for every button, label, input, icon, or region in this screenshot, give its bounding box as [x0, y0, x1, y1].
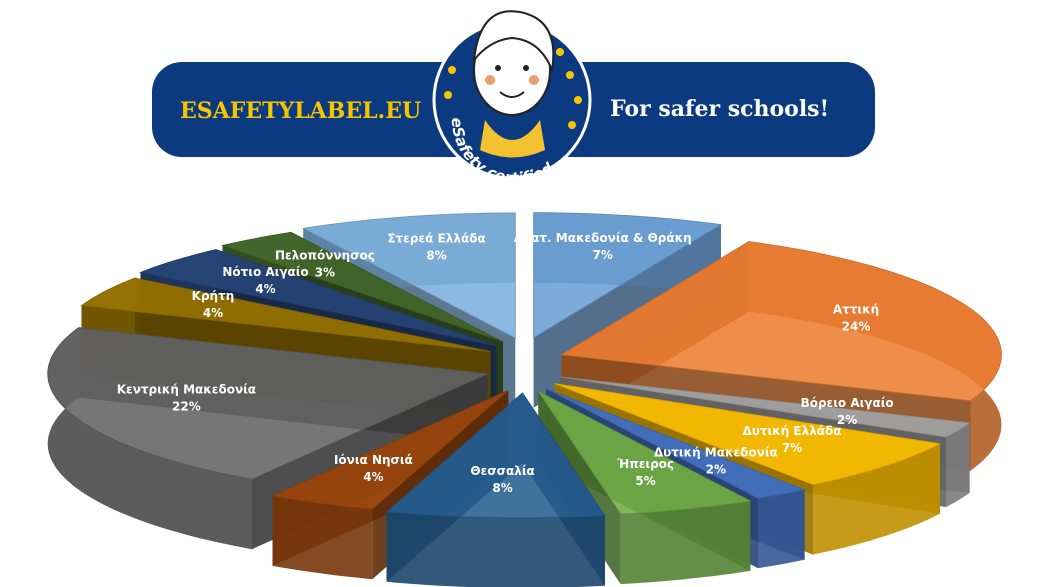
slice — [47, 327, 490, 550]
slice-top — [545, 388, 807, 499]
slice-value-label: 24% — [842, 320, 871, 334]
badge-shirt — [480, 120, 545, 158]
slice-value-label: 2% — [837, 413, 857, 427]
slice-value-label: 4% — [363, 470, 383, 484]
slice-label: Ανατ. Μακεδονία & Θράκη — [514, 231, 692, 245]
slice-top — [533, 212, 723, 339]
slice-label: Στερεά Ελλάδα — [387, 232, 485, 246]
slice-value-label: 4% — [255, 282, 275, 296]
slice-top — [302, 212, 516, 339]
slice-top — [271, 389, 509, 510]
slice-label: Αττική — [833, 303, 879, 317]
slice-top — [537, 390, 752, 515]
pie-chart: Ανατ. Μακεδονία & Θράκη 7% Αττική 24% Βόρειο… — [47, 212, 1002, 587]
slice-label: Ιόνια Νησιά — [334, 453, 413, 467]
slice-value-label: 2% — [706, 463, 726, 477]
slice-label: Δυτική Ελλάδα — [742, 424, 841, 438]
slice-top — [221, 231, 504, 343]
slice-top — [560, 241, 1002, 402]
slice-top — [47, 327, 490, 480]
slice-wall — [758, 489, 805, 569]
slice-value-label: 7% — [593, 248, 613, 262]
site-name: ESAFETYLABEL.EU — [180, 98, 421, 124]
slice-top — [554, 383, 942, 486]
slice-value-label: 8% — [492, 481, 512, 495]
slice-value-label: 22% — [172, 400, 201, 414]
slice-wall — [47, 327, 253, 550]
slice-label: Δυτική Μακεδονία — [654, 446, 778, 460]
slice-value-label: 7% — [782, 441, 802, 455]
tagline: For safer schools! — [610, 96, 829, 122]
slice-value-label: 8% — [426, 249, 446, 263]
slice-top — [80, 277, 491, 352]
slice — [385, 392, 606, 587]
slice-wall — [620, 500, 751, 585]
slice-value-label: 3% — [315, 265, 335, 279]
slice-label: Κρήτη — [192, 289, 235, 303]
slice-label: Νότιο Αιγαίο — [222, 265, 308, 279]
slice-value-label: 4% — [203, 306, 223, 320]
banner: ESAFETYLABEL.EU For safer schools! eSafe… — [152, 10, 875, 187]
slice-label: Βόρειο Αιγαίο — [801, 396, 894, 410]
slice-top — [139, 249, 497, 347]
slice-label: Πελοπόννησος — [275, 248, 375, 262]
slice-wall — [386, 511, 605, 587]
slice-wall — [272, 495, 373, 580]
slice-label: Ήπειρος — [616, 457, 674, 471]
badge-stars — [444, 48, 582, 129]
badge-hair — [472, 10, 555, 74]
slice-top — [385, 392, 606, 519]
slice-label: Θεσσαλία — [470, 464, 534, 478]
slice-top — [560, 376, 971, 438]
slice-label: Κεντρική Μακεδονία — [117, 383, 256, 397]
slice-value-label: 5% — [635, 474, 655, 488]
slice-wall — [813, 443, 940, 555]
slice-wall — [946, 422, 970, 508]
